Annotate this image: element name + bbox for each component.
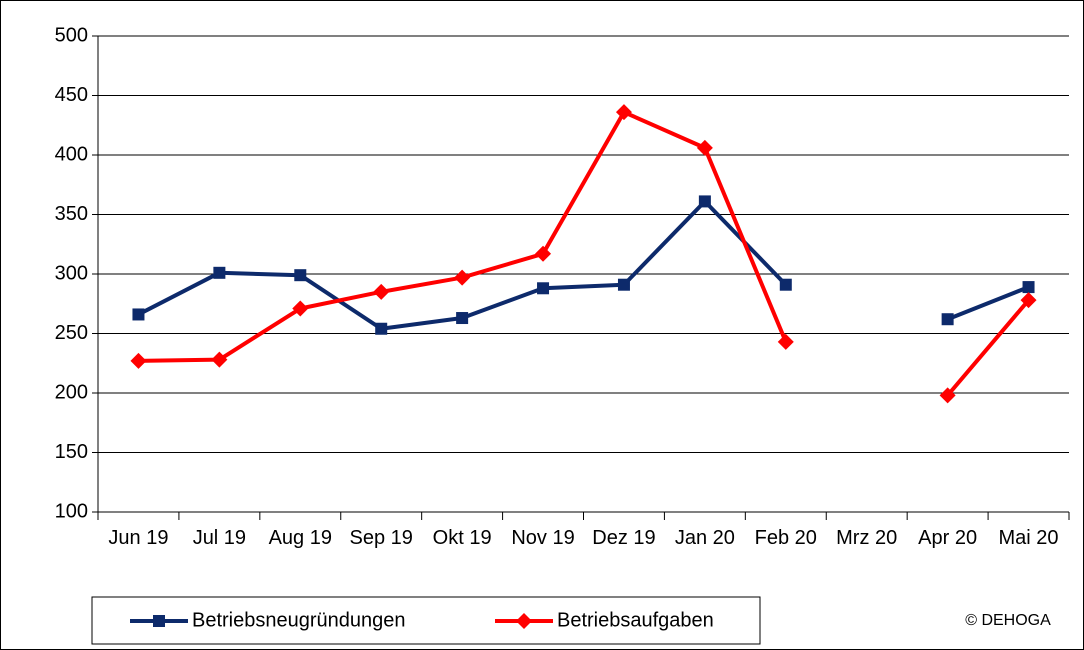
data-point [535,245,552,262]
legend-marker [516,613,532,629]
y-tick-label: 300 [55,262,88,284]
x-tick-label: Nov 19 [511,527,575,549]
data-point [375,322,388,335]
data-point [213,266,226,279]
data-point [1022,281,1035,294]
data-point [941,313,954,326]
y-tick-label: 200 [55,381,88,403]
legend-box [91,596,761,645]
data-point [617,278,630,291]
data-point [698,195,711,208]
legend-label: Betriebsaufgaben [557,609,714,631]
x-tick-label: Mrz 20 [836,527,898,549]
annotation: © DEHOGA [965,612,1051,629]
y-tick-label: 250 [55,322,88,344]
data-point [132,308,145,321]
data-point [1020,292,1037,309]
x-tick-label: Okt 19 [432,527,492,549]
x-tick-label: Sep 19 [349,527,413,549]
legend-label: Betriebsneugründungen [192,609,406,631]
data-point [454,269,471,286]
legend-marker [153,615,165,627]
data-point [292,300,309,317]
x-tick-label: Apr 20 [918,527,978,549]
y-tick-label: 100 [55,500,88,522]
y-tick-label: 450 [55,84,88,106]
data-point [373,283,390,300]
x-tick-label: Feb 20 [754,527,817,549]
data-point [130,352,147,369]
x-tick-label: Jul 19 [192,527,247,549]
y-tick-label: 400 [55,143,88,165]
data-point [615,104,632,121]
data-point [777,333,794,350]
y-tick-label: 350 [55,203,88,225]
x-tick-label: Aug 19 [268,527,332,549]
x-tick-label: Jan 20 [674,527,735,549]
data-point [211,351,228,368]
x-tick-label: Mai 20 [998,527,1059,549]
data-point [939,387,956,404]
y-tick-label: 500 [55,24,88,46]
y-tick-label: 150 [55,441,88,463]
x-tick-label: Dez 19 [592,527,656,549]
data-point [779,278,792,291]
series-line [137,199,1030,331]
x-tick-label: Jun 19 [108,527,169,549]
data-point [456,312,469,325]
data-point [294,269,307,282]
data-point [537,282,550,295]
data-point [696,139,713,156]
